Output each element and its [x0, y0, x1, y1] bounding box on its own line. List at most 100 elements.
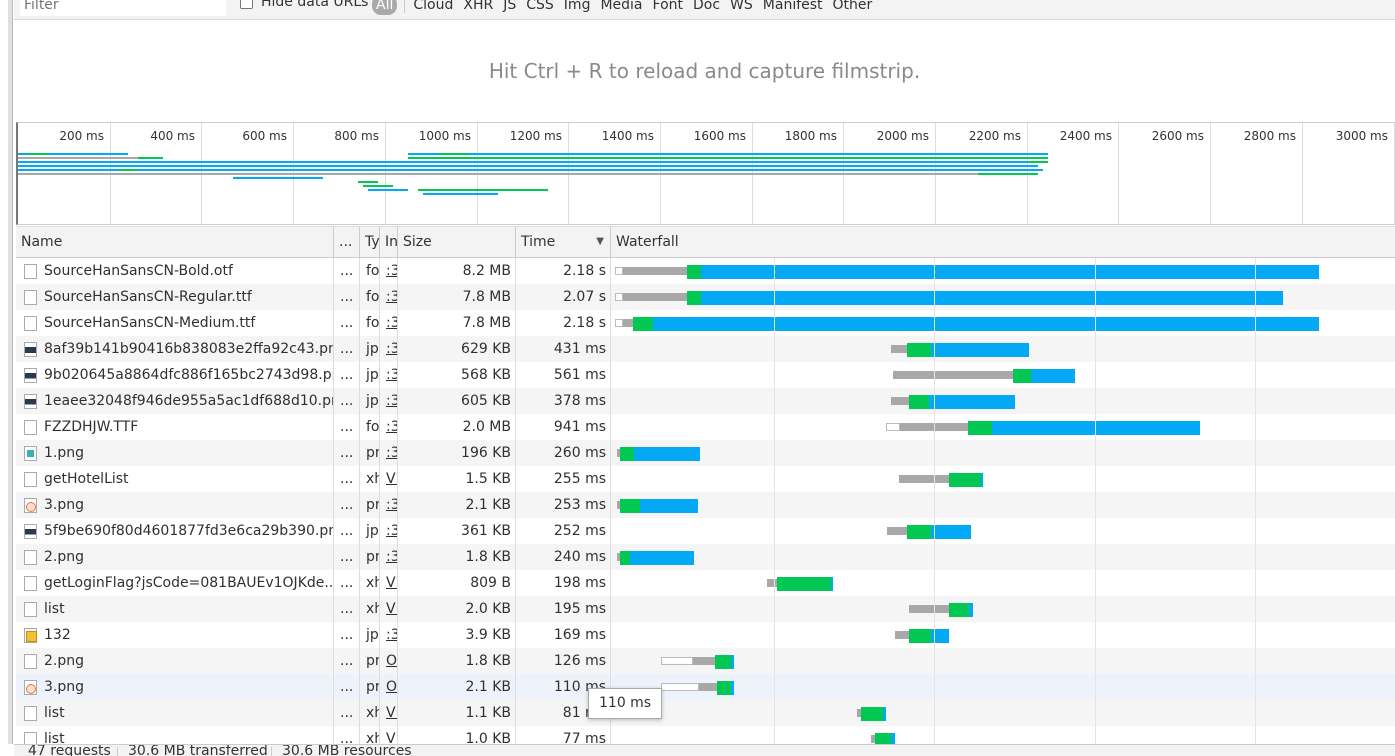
request-waterfall[interactable]	[611, 362, 1395, 388]
type-filter-xhr[interactable]: XHR	[463, 0, 494, 13]
request-name-cell[interactable]: list	[16, 596, 334, 622]
request-waterfall[interactable]	[611, 336, 1395, 362]
request-name-cell[interactable]: SourceHanSansCN-Medium.ttf	[16, 310, 334, 336]
table-row[interactable]: 8af39b141b90416b838083e2ffa92c43.png... j…	[16, 336, 1395, 362]
request-name-cell[interactable]: list	[16, 700, 334, 726]
column-size-header[interactable]: Size	[398, 227, 516, 258]
column-time-header[interactable]: Time ▼	[516, 227, 611, 258]
request-name-cell[interactable]: SourceHanSansCN-Regular.ttf	[16, 284, 334, 310]
filter-input[interactable]	[20, 0, 226, 16]
request-name-cell[interactable]: 8af39b141b90416b838083e2ffa92c43.png	[16, 336, 334, 362]
request-initiator-link[interactable]: :3	[380, 284, 398, 310]
timeline-overview[interactable]: 200 ms 400 ms 600 ms 800 ms 1000 ms 1200 ms 14…	[16, 122, 1395, 225]
request-initiator-link[interactable]: :3	[380, 336, 398, 362]
request-name-cell[interactable]: 2.png	[16, 648, 334, 674]
request-waterfall[interactable]	[611, 466, 1395, 492]
request-name-cell[interactable]: list	[16, 726, 334, 744]
panel-resize-edge[interactable]	[8, 0, 13, 744]
request-initiator-link[interactable]: VI	[380, 570, 398, 596]
table-row[interactable]: SourceHanSansCN-Medium.ttf...fo:37.8 MB2…	[16, 310, 1395, 336]
request-waterfall[interactable]	[611, 622, 1395, 648]
request-waterfall[interactable]	[611, 414, 1395, 440]
table-row[interactable]: 2.png... pr O 1.8 KB 126 ms	[16, 648, 1395, 674]
request-waterfall[interactable]	[611, 648, 1395, 674]
request-name-cell[interactable]: 2.png	[16, 544, 334, 570]
table-row[interactable]: SourceHanSansCN-Bold.otf...fo:38.2 MB2.1…	[16, 258, 1395, 284]
request-initiator-link[interactable]: :3	[380, 258, 398, 284]
request-waterfall[interactable]	[611, 674, 1395, 700]
column-waterfall-header[interactable]: Waterfall	[616, 234, 679, 250]
request-name-cell[interactable]: 3.png	[16, 492, 334, 518]
request-initiator-link[interactable]: O	[380, 674, 398, 700]
request-waterfall[interactable]	[611, 258, 1395, 284]
request-waterfall[interactable]	[611, 440, 1395, 466]
hide-data-urls-checkbox[interactable]	[240, 0, 253, 9]
request-name-cell[interactable]: SourceHanSansCN-Bold.otf	[16, 258, 334, 284]
type-filter-all[interactable]: All	[372, 0, 398, 15]
request-initiator-link[interactable]: :3	[380, 310, 398, 336]
table-row[interactable]: 3.png... pr O 2.1 KB 110 ms	[16, 674, 1395, 700]
request-waterfall[interactable]	[611, 518, 1395, 544]
request-name-cell[interactable]: FZZDHJW.TTF	[16, 414, 334, 440]
request-initiator-link[interactable]: VI	[380, 700, 398, 726]
request-name-cell[interactable]: 132	[16, 622, 334, 648]
request-waterfall[interactable]	[611, 310, 1395, 336]
request-name-cell[interactable]: 1.png	[16, 440, 334, 466]
type-filter-img[interactable]: Img	[563, 0, 591, 13]
column-name-header[interactable]: Name	[16, 227, 334, 258]
request-initiator-link[interactable]: :3	[380, 414, 398, 440]
type-filter-cloud[interactable]: Cloud	[413, 0, 454, 13]
request-waterfall[interactable]	[611, 700, 1395, 726]
request-name-cell[interactable]: getHotelList	[16, 466, 334, 492]
type-filter-font[interactable]: Font	[652, 0, 683, 13]
type-filter-other[interactable]: Other	[832, 0, 873, 13]
request-waterfall[interactable]	[611, 596, 1395, 622]
request-initiator-link[interactable]: :3	[380, 544, 398, 570]
request-initiator-link[interactable]: :3	[380, 388, 398, 414]
table-row[interactable]: SourceHanSansCN-Regular.ttf...fo:37.8 MB…	[16, 284, 1395, 310]
column-type-header[interactable]: Ty	[360, 227, 380, 258]
type-filter-ws[interactable]: WS	[730, 0, 753, 13]
request-initiator-link[interactable]: :3	[380, 362, 398, 388]
request-initiator-link[interactable]: O	[380, 648, 398, 674]
request-name-cell[interactable]: 1eaee32048f946de955a5ac1df688d10.png	[16, 388, 334, 414]
type-filter-manifest[interactable]: Manifest	[762, 0, 823, 13]
table-row[interactable]: getLoginFlag?jsCode=081BAUEv1OJKde......…	[16, 570, 1395, 596]
request-waterfall[interactable]	[611, 492, 1395, 518]
table-row[interactable]: 5f9be690f80d4601877fd3e6ca29b390.png... j…	[16, 518, 1395, 544]
request-initiator-link[interactable]: :3	[380, 518, 398, 544]
request-waterfall[interactable]	[611, 570, 1395, 596]
request-initiator-link[interactable]: :3	[380, 622, 398, 648]
type-filter-css[interactable]: CSS	[526, 0, 554, 13]
request-name-cell[interactable]: getLoginFlag?jsCode=081BAUEv1OJKde...	[16, 570, 334, 596]
request-waterfall[interactable]	[611, 284, 1395, 310]
request-name-cell[interactable]: 9b020645a8864dfc886f165bc2743d98.png	[16, 362, 334, 388]
hide-data-urls-toggle[interactable]: Hide data URLs	[240, 0, 368, 10]
table-row[interactable]: 9b020645a8864dfc886f165bc2743d98.png... j…	[16, 362, 1395, 388]
column-dots-header[interactable]: ...	[334, 227, 360, 258]
request-initiator-link[interactable]: VI	[380, 726, 398, 744]
type-filter-doc[interactable]: Doc	[693, 0, 721, 13]
request-waterfall[interactable]	[611, 726, 1395, 744]
type-filter-js[interactable]: JS	[503, 0, 517, 13]
table-row[interactable]: 1eaee32048f946de955a5ac1df688d10.png... j…	[16, 388, 1395, 414]
column-initiator-header[interactable]: In	[380, 227, 398, 258]
request-initiator-link[interactable]: VI	[380, 596, 398, 622]
request-initiator-link[interactable]: :3	[380, 440, 398, 466]
type-filter-media[interactable]: Media	[600, 0, 643, 13]
request-initiator-link[interactable]: VI	[380, 466, 398, 492]
request-initiator-link[interactable]: :3	[380, 492, 398, 518]
request-name-cell[interactable]: 3.png	[16, 674, 334, 700]
request-waterfall[interactable]	[611, 388, 1395, 414]
request-waterfall[interactable]	[611, 544, 1395, 570]
request-name-cell[interactable]: 5f9be690f80d4601877fd3e6ca29b390.png	[16, 518, 334, 544]
